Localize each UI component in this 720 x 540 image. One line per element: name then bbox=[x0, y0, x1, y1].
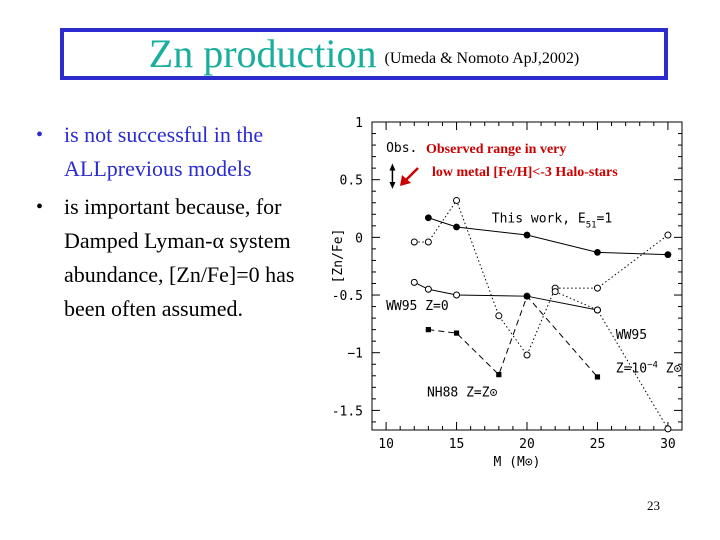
data-point bbox=[453, 196, 461, 204]
data-point bbox=[594, 248, 601, 256]
data-point bbox=[424, 285, 432, 293]
data-point bbox=[425, 327, 431, 333]
y-tick-label: -0.5 bbox=[332, 289, 363, 304]
x-tick-label: 30 bbox=[660, 437, 676, 452]
x-axis-label: M (M⊙) bbox=[494, 455, 541, 470]
chart-annotation: Z=10−4 Z⊙ bbox=[616, 360, 682, 376]
data-point bbox=[551, 288, 559, 296]
y-tick-label: 0.5 bbox=[340, 174, 363, 189]
data-point bbox=[523, 231, 531, 239]
bullet-item: • is important because, for Damped Lyman… bbox=[34, 190, 314, 326]
data-point bbox=[495, 312, 503, 320]
data-point bbox=[453, 330, 460, 336]
data-point bbox=[664, 231, 672, 239]
data-point bbox=[593, 306, 601, 314]
slide-citation: (Umeda & Nomoto ApJ,2002) bbox=[384, 50, 580, 67]
x-tick-label: 20 bbox=[519, 437, 535, 452]
series-line bbox=[428, 295, 598, 378]
bullet-text: is not successful in the ALLprevious mod… bbox=[64, 122, 264, 181]
data-point bbox=[453, 223, 460, 231]
x-tick-label: 15 bbox=[449, 437, 465, 452]
slide-title: Zn production bbox=[148, 31, 377, 76]
bullet-marker: • bbox=[36, 196, 44, 218]
arrowhead-icon bbox=[389, 163, 396, 171]
y-tick-label: −1 bbox=[347, 347, 363, 362]
data-point bbox=[523, 351, 531, 359]
bullet-item: • is not successful in the ALLprevious m… bbox=[34, 118, 314, 186]
data-point bbox=[593, 284, 601, 292]
chart-annotation: This work, E51=1 bbox=[492, 211, 612, 230]
data-point bbox=[410, 238, 418, 246]
y-axis-label: [Zn/Fe] bbox=[331, 229, 346, 284]
bullet-marker: • bbox=[36, 124, 44, 146]
page-number: 23 bbox=[647, 498, 660, 513]
data-point bbox=[453, 291, 461, 299]
data-point bbox=[496, 372, 502, 378]
data-point bbox=[664, 251, 672, 259]
data-point bbox=[410, 278, 418, 286]
x-tick-label: 10 bbox=[378, 437, 394, 452]
title-box: Zn production (Umeda & Nomoto ApJ,2002) bbox=[60, 28, 668, 80]
chart-annotation: WW95 bbox=[616, 328, 647, 343]
observed-range-note: Observed range in very bbox=[426, 142, 566, 157]
observed-range-note: low metal [Fe/H]<-3 Halo-stars bbox=[432, 165, 618, 180]
data-point bbox=[424, 238, 432, 246]
data-point bbox=[424, 214, 432, 222]
red-arrow-icon bbox=[400, 175, 411, 186]
y-tick-label: 1 bbox=[355, 116, 363, 131]
chart-annotation: WW95 Z=0 bbox=[386, 299, 449, 314]
y-tick-label: 0 bbox=[355, 231, 363, 246]
chart-annotation: NH88 Z=Z⊙ bbox=[427, 386, 498, 401]
chart-svg: 10 15 20 25 30 1 0.5 0 -0.5 −1 -1.5 M (M⊙) [Zn/Fe] Ob… bbox=[331, 116, 683, 470]
data-point bbox=[664, 425, 672, 433]
bullet-list: • is not successful in the ALLprevious m… bbox=[34, 118, 314, 330]
red-arrow bbox=[404, 167, 419, 182]
chart: 10 15 20 25 30 1 0.5 0 -0.5 −1 -1.5 M (M⊙) [Zn/Fe] Ob… bbox=[318, 110, 688, 480]
y-tick-label: -1.5 bbox=[332, 404, 363, 419]
data-point bbox=[524, 293, 530, 299]
chart-annotation: Obs. bbox=[386, 141, 417, 156]
x-tick-label: 25 bbox=[590, 437, 606, 452]
bullet-text: is important because, for Damped Lyman-α… bbox=[64, 194, 295, 321]
arrowhead-icon bbox=[389, 181, 396, 189]
data-point bbox=[594, 374, 601, 380]
